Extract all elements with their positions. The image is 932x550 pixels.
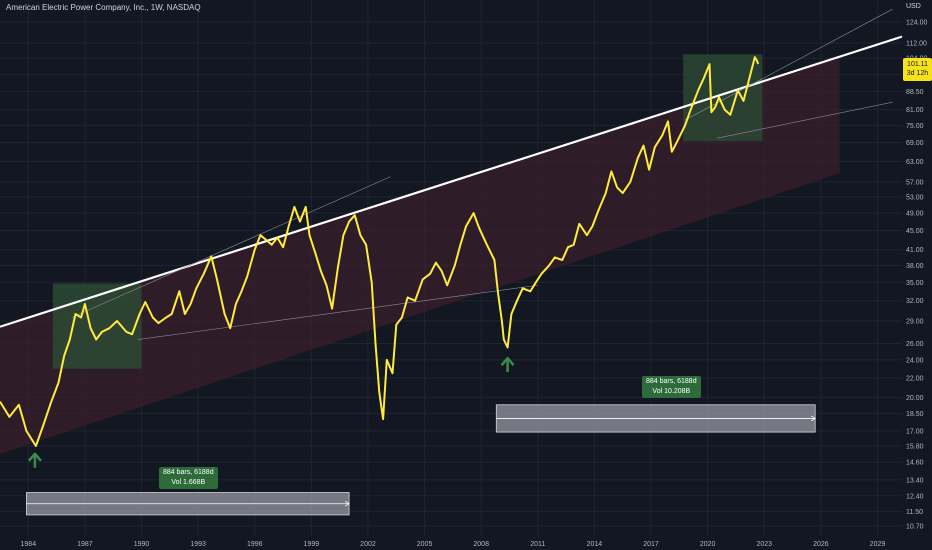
arrow-head	[27, 452, 42, 462]
lower-thin-trend-line[interactable]	[137, 284, 538, 340]
price-axis-tick-label: 63.00	[906, 159, 924, 166]
price-axis-tick-label: 49.00	[906, 211, 924, 218]
price-axis-tick-label: 20.00	[906, 395, 924, 402]
measure-volume-1: Vol 1.668B	[171, 479, 206, 486]
time-axis-tick-label: 2023	[756, 541, 772, 548]
measure-stats-2: 884 bars, 6188d Vol 10.208B	[642, 376, 701, 398]
price-axis-tick-label: 15.80	[906, 443, 924, 450]
time-axis-tick-label: 2005	[417, 541, 433, 548]
price-axis-tick-label: 13.40	[906, 477, 924, 484]
measure-arrow-head	[344, 500, 350, 507]
price-axis[interactable]: 124.00112.00104.0096.0088.5081.0075.0069…	[906, 20, 928, 531]
price-axis-tick-label: 57.00	[906, 179, 924, 186]
time-axis-tick-label: 2014	[587, 541, 603, 548]
time-axis-tick-label: 1990	[134, 541, 150, 548]
price-axis-tick-label: 38.00	[906, 263, 924, 270]
price-axis-tick-label: 12.40	[906, 493, 924, 500]
upper-thin-trend-line[interactable]	[71, 176, 391, 318]
time-axis[interactable]: 1984 1987 1990 1993 1996 1999 2002 2005 2008 2011…	[21, 541, 886, 548]
price-axis-tick-label: 26.00	[906, 341, 924, 348]
measure-bars-2: 884 bars, 6188d	[646, 378, 697, 385]
arrow-head	[500, 356, 515, 366]
time-axis-tick-label: 1984	[21, 541, 37, 548]
measure-arrow-head	[810, 415, 816, 422]
price-axis-tick-label: 17.00	[906, 428, 924, 435]
last-price: 101.11	[907, 61, 928, 68]
price-axis-tick-label: 18.50	[906, 411, 924, 418]
price-axis-tick-label: 81.00	[906, 107, 924, 114]
last-price-tag: 101.11 3d 12h	[903, 58, 932, 81]
upper-thin-trend-line-2[interactable]	[684, 8, 893, 121]
price-axis-tick-label: 124.00	[906, 20, 928, 27]
regression-channel-fill	[0, 56, 840, 454]
price-series-line	[0, 56, 760, 447]
price-axis-tick-label: 53.00	[906, 194, 924, 201]
time-axis-tick-label: 2017	[643, 541, 659, 548]
measure-bars-1: 884 bars, 6188d	[163, 469, 214, 476]
time-axis-tick-label: 1996	[247, 541, 263, 548]
price-axis-tick-label: 69.00	[906, 140, 924, 147]
price-axis-tick-label: 88.50	[906, 89, 924, 96]
trend-line[interactable]	[0, 35, 903, 328]
accumulation-zone-1984	[52, 283, 142, 369]
lower-thin-trend-line-2[interactable]	[717, 101, 893, 139]
measure-stats-1: 884 bars, 6188d Vol 1.668B	[159, 467, 218, 489]
date-range-measure-2[interactable]	[495, 404, 816, 433]
bar-countdown: 3d 12h	[906, 70, 929, 77]
time-axis-tick-label: 2026	[813, 541, 829, 548]
up-arrow-icon	[27, 452, 42, 468]
price-axis-tick-label: 22.00	[906, 375, 924, 382]
time-axis-tick-label: 1993	[190, 541, 206, 548]
time-axis-tick-label: 1999	[304, 541, 320, 548]
price-axis-tick-label: 24.00	[906, 357, 924, 364]
currency-label: USD	[906, 3, 921, 10]
price-axis-tick-label: 14.60	[906, 460, 924, 467]
price-axis-tick-label: 32.00	[906, 298, 924, 305]
price-axis-tick-label: 29.00	[906, 318, 924, 325]
time-axis-tick-label: 1987	[77, 541, 93, 548]
measure-volume-2: Vol 10.208B	[652, 388, 691, 395]
time-axis-tick-label: 2029	[870, 541, 886, 548]
price-axis-tick-label: 35.00	[906, 280, 924, 287]
time-axis-tick-label: 2002	[360, 541, 376, 548]
date-range-measure-1[interactable]	[26, 492, 350, 516]
time-axis-tick-label: 2020	[700, 541, 716, 548]
price-axis-tick-label: 10.70	[906, 524, 924, 531]
up-arrow-icon	[500, 356, 515, 373]
price-axis-tick-label: 112.00	[906, 40, 927, 47]
time-axis-tick-label: 2011	[530, 541, 545, 548]
price-axis-tick-label: 75.00	[906, 123, 924, 130]
symbol-title: American Electric Power Company, Inc., 1…	[6, 3, 201, 12]
price-axis-tick-label: 45.00	[906, 228, 924, 235]
price-axis-tick-label: 41.00	[906, 247, 924, 254]
time-axis-tick-label: 2008	[473, 541, 489, 548]
price-axis-tick-label: 11.50	[906, 509, 923, 516]
